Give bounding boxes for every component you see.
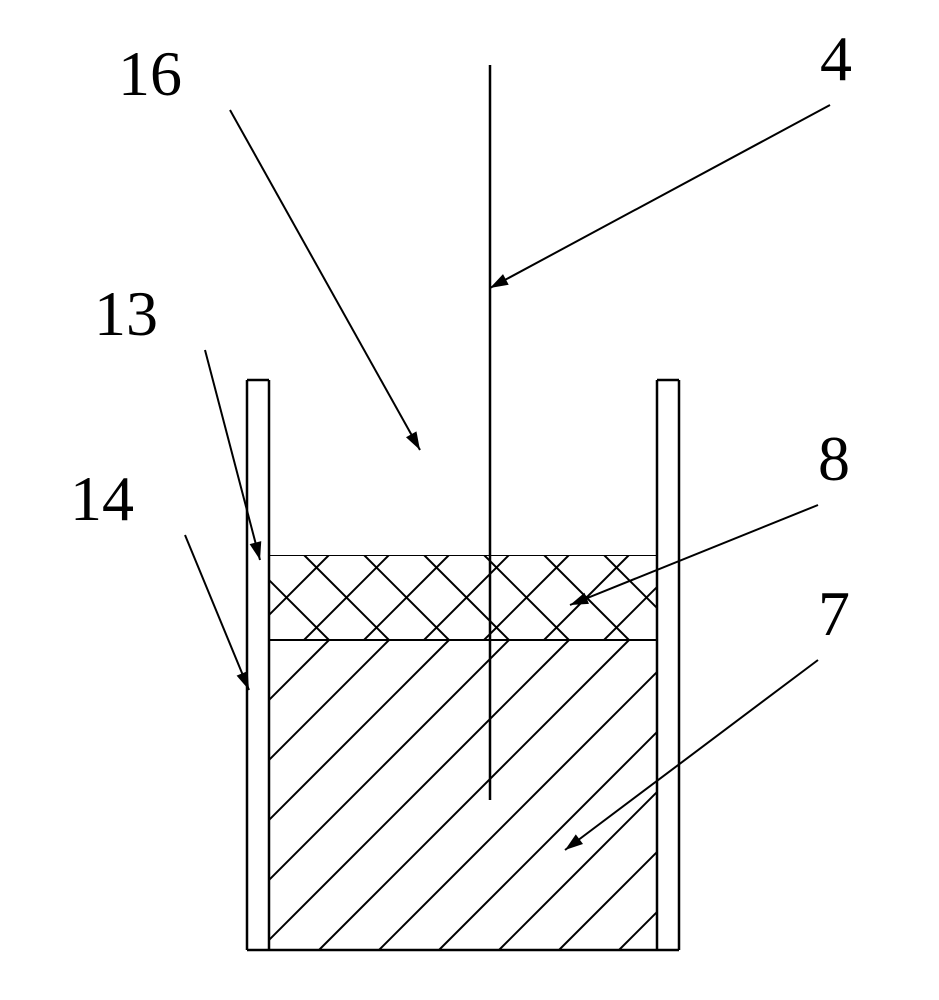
hatch-layer	[0, 640, 939, 950]
crosshatch-layer	[124, 555, 749, 640]
callout-4: 4	[490, 23, 852, 288]
callouts: 16 4 13 14 8 7	[70, 23, 852, 850]
callout-label-4: 4	[820, 23, 852, 94]
callout-14: 14	[70, 463, 249, 690]
callout-label-8: 8	[818, 423, 850, 494]
callout-label-14: 14	[70, 463, 134, 534]
callout-label-13: 13	[94, 278, 158, 349]
layers-group	[0, 555, 939, 950]
callout-8: 8	[570, 423, 850, 605]
container	[247, 380, 679, 950]
callout-label-16: 16	[118, 38, 182, 109]
callout-label-7: 7	[818, 578, 850, 649]
diagram-canvas: 16 4 13 14 8 7	[0, 0, 939, 1000]
